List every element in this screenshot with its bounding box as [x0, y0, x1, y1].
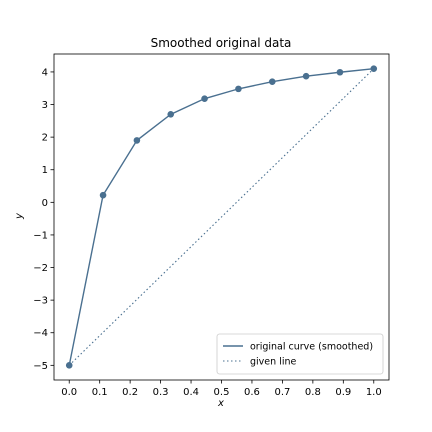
y-tick-label: −1	[33, 230, 48, 241]
x-tick-label: 0.1	[92, 387, 108, 398]
x-tick-label: 0.8	[305, 387, 321, 398]
y-tick-label: −2	[33, 263, 48, 274]
series-line-original-curve	[68, 67, 374, 366]
x-tick-label: 0.0	[61, 387, 77, 398]
x-tick-label: 0.9	[335, 387, 351, 398]
y-axis-label: y	[14, 212, 25, 220]
data-point	[370, 65, 378, 72]
legend-label: original curve (smoothed)	[250, 342, 373, 353]
data-point	[302, 72, 310, 80]
y-tick-label: 0	[42, 198, 48, 209]
x-tick-label: 0.5	[214, 387, 230, 398]
x-tick-label: 1.0	[366, 387, 382, 398]
data-point	[65, 362, 73, 369]
data-point	[201, 95, 208, 102]
x-tick-label: 0.7	[274, 387, 290, 398]
chart-title: Smoothed original data	[151, 36, 292, 50]
x-tick-label: 0.2	[122, 387, 138, 398]
y-tick-label: 2	[42, 133, 48, 144]
data-point	[133, 137, 141, 144]
legend-box	[216, 333, 384, 375]
data-point	[336, 68, 344, 76]
y-tick-label: −4	[33, 328, 48, 339]
plot-area: 0.0 0.1 0.2 0.3 0.4 0.5 0.6 0.7 0.8 0.9 1.0 −5 −4 −3 −…	[33, 53, 390, 398]
data-point	[99, 191, 107, 199]
y-tick-label: 1	[42, 165, 48, 176]
data-point	[268, 78, 276, 86]
series-line-given-line	[68, 68, 375, 366]
data-point	[235, 85, 242, 93]
y-tick-label: 4	[42, 67, 48, 78]
data-point	[167, 111, 175, 118]
x-tick-label: 0.4	[183, 387, 199, 398]
x-axis-label: x	[217, 398, 224, 409]
legend-label: given line	[250, 357, 296, 368]
y-tick-label: 3	[42, 100, 48, 111]
x-tick-label: 0.6	[244, 387, 260, 398]
y-tick-label: −3	[33, 296, 48, 307]
x-tick-label: 0.3	[153, 387, 169, 398]
y-tick-label: −5	[33, 361, 48, 372]
